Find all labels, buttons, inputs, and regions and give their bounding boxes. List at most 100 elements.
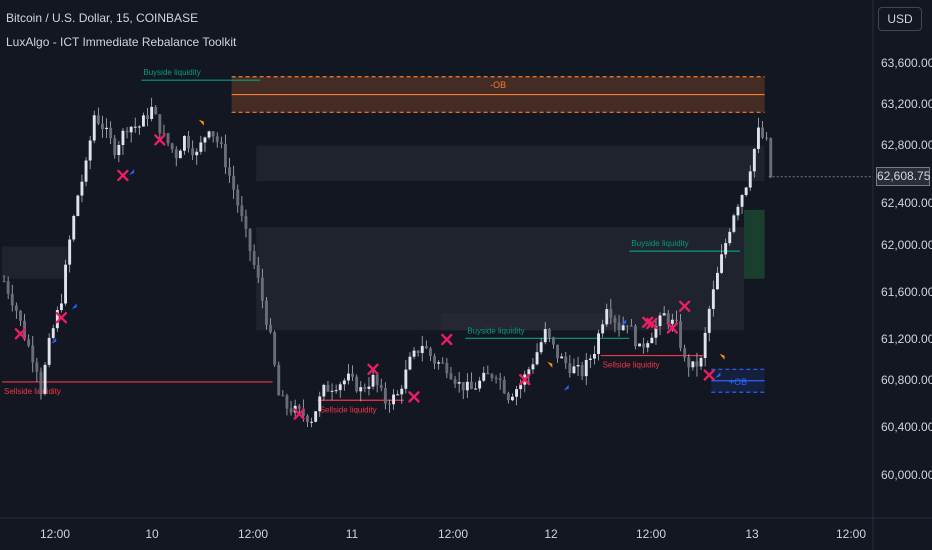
candle-body (142, 115, 145, 127)
order-block-label: +OB (729, 377, 747, 387)
candle-body (277, 364, 281, 396)
candle-body (748, 171, 752, 188)
candle-body (10, 293, 14, 306)
candle-body (92, 115, 96, 141)
candle-body (289, 408, 293, 413)
candle-body (679, 320, 682, 349)
candle-body (363, 387, 367, 389)
candle-body (670, 319, 674, 324)
candle-body (121, 130, 125, 145)
candle-body (105, 127, 108, 129)
candle-body (580, 364, 584, 377)
y-tick-label: 61,600.00 (881, 285, 932, 299)
candle-body (408, 356, 412, 370)
last-price-badge: 62,608.75 (876, 167, 930, 186)
y-tick-label: 63,600.00 (881, 56, 932, 70)
candle-body (716, 272, 719, 290)
candle-body (248, 228, 252, 252)
rebalance-marker (154, 134, 166, 146)
candle-body (170, 143, 174, 150)
candle-body (72, 215, 76, 240)
candle-body (744, 187, 748, 196)
candle-body (502, 379, 506, 394)
candle-body (539, 342, 543, 353)
candle-body (515, 389, 518, 397)
candle-body (740, 195, 744, 207)
candle-body (285, 395, 289, 409)
candle-body (150, 106, 154, 119)
candle-body (330, 390, 334, 392)
x-tick-label: 10 (145, 527, 159, 541)
candle-body (174, 149, 178, 159)
candle-body (601, 324, 605, 334)
candle-body (420, 346, 424, 354)
candle-body (162, 133, 166, 135)
currency-button[interactable]: USD (878, 7, 922, 31)
candle-body (318, 396, 322, 412)
candle-body (642, 343, 646, 348)
candle-body (326, 384, 330, 392)
candle-body (187, 136, 190, 149)
candle-body (761, 127, 764, 138)
candle-body (146, 115, 149, 119)
candle-body (6, 281, 10, 294)
down-arrow-marker (547, 361, 553, 368)
candle-body (429, 348, 432, 357)
candle-body (207, 131, 211, 138)
y-tick-label: 60,400.00 (881, 420, 932, 434)
candle-body (109, 127, 113, 139)
imbalance-zone (2, 246, 68, 279)
candle-body (572, 366, 576, 374)
candle-body (224, 143, 227, 168)
y-tick-label: 61,200.00 (881, 332, 932, 346)
candle-body (547, 329, 551, 338)
candle-body (347, 373, 350, 381)
candle-body (707, 308, 711, 333)
candle-body (125, 130, 129, 133)
candle-body (129, 126, 133, 133)
candle-body (654, 326, 658, 338)
candle-body (699, 357, 703, 367)
candle-body (720, 254, 723, 273)
candle-body (183, 136, 186, 151)
up-arrow-marker (129, 168, 135, 175)
indicator-title[interactable]: LuxAlgo - ICT Immediate Rebalance Toolki… (6, 35, 237, 49)
candle-body (588, 358, 592, 360)
candle-body (629, 325, 633, 327)
candle-body (478, 380, 482, 389)
candle-body (461, 382, 465, 391)
candle-body (244, 216, 248, 229)
rebalance-marker (646, 317, 658, 330)
candle-body (43, 364, 47, 394)
up-arrow-marker (563, 384, 569, 391)
candle-body (178, 150, 182, 159)
candle-body (650, 337, 654, 344)
candle-body (265, 300, 268, 325)
candle-body (724, 243, 728, 255)
candle-body (617, 322, 621, 331)
candle-body (35, 362, 39, 372)
up-arrow-marker (71, 303, 77, 310)
candle-body (732, 215, 736, 232)
candle-body (424, 346, 428, 349)
candle-body (19, 310, 22, 321)
candle-body (511, 396, 514, 401)
candle-body (64, 264, 67, 304)
rebalance-marker (441, 333, 453, 346)
candle-body (433, 356, 436, 364)
candle-body (60, 303, 63, 311)
candle-body (416, 350, 420, 354)
candle-body (662, 313, 666, 316)
candle-body (445, 363, 449, 374)
candle-body (728, 231, 732, 244)
candle-body (675, 319, 678, 321)
candle-body (765, 137, 769, 139)
candle-body (281, 395, 285, 397)
candle-body (203, 137, 207, 143)
candle-body (609, 309, 613, 318)
rebalance-marker (293, 408, 305, 420)
candle-body (367, 386, 371, 389)
y-tick-label: 62,400.00 (881, 196, 932, 210)
